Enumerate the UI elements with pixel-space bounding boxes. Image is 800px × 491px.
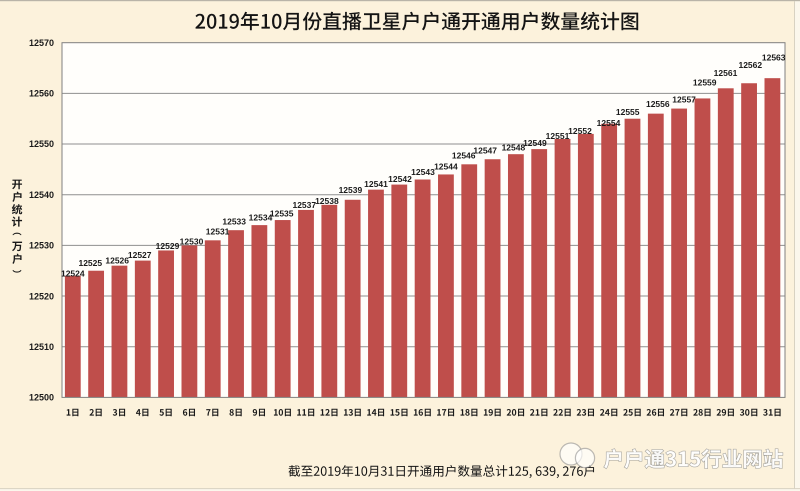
svg-text:12535: 12535 [270, 209, 294, 219]
svg-text:12546: 12546 [452, 151, 476, 161]
svg-text:12527: 12527 [128, 250, 152, 260]
svg-text:12551: 12551 [546, 131, 570, 141]
svg-text:12550: 12550 [29, 139, 54, 149]
svg-text:12548: 12548 [502, 143, 526, 153]
svg-text:12543: 12543 [411, 167, 435, 177]
svg-text:12500: 12500 [29, 393, 54, 403]
svg-text:12531: 12531 [206, 227, 230, 237]
svg-text:12529: 12529 [156, 241, 180, 251]
svg-text:12526: 12526 [105, 256, 129, 266]
svg-text:12542: 12542 [388, 174, 412, 184]
svg-text:12556: 12556 [646, 99, 670, 109]
svg-text:12557: 12557 [672, 95, 696, 105]
svg-text:12552: 12552 [568, 126, 592, 136]
svg-text:12559: 12559 [693, 78, 717, 88]
svg-text:12555: 12555 [616, 107, 640, 117]
svg-text:12520: 12520 [29, 291, 54, 301]
svg-text:12524: 12524 [61, 268, 85, 278]
svg-text:12539: 12539 [339, 185, 363, 195]
svg-text:12549: 12549 [523, 138, 547, 148]
svg-text:12538: 12538 [315, 196, 339, 206]
svg-text:12530: 12530 [180, 237, 204, 247]
svg-text:12530: 12530 [29, 241, 54, 251]
svg-text:12547: 12547 [473, 145, 497, 155]
svg-text:12544: 12544 [434, 161, 458, 171]
svg-text:12533: 12533 [222, 217, 246, 227]
svg-text:12537: 12537 [292, 200, 316, 210]
svg-text:12562: 12562 [738, 60, 762, 70]
svg-text:12561: 12561 [714, 68, 738, 78]
svg-text:12525: 12525 [78, 258, 102, 268]
svg-text:12560: 12560 [29, 89, 54, 99]
svg-text:12534: 12534 [249, 212, 273, 222]
svg-text:12540: 12540 [29, 190, 54, 200]
svg-text:12563: 12563 [762, 53, 786, 63]
svg-text:12510: 12510 [29, 342, 54, 352]
svg-text:12541: 12541 [364, 179, 388, 189]
svg-text:12570: 12570 [29, 38, 54, 48]
svg-text:12554: 12554 [597, 118, 621, 128]
